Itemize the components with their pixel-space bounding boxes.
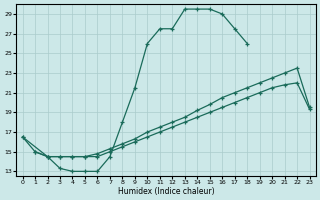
X-axis label: Humidex (Indice chaleur): Humidex (Indice chaleur)	[118, 187, 214, 196]
